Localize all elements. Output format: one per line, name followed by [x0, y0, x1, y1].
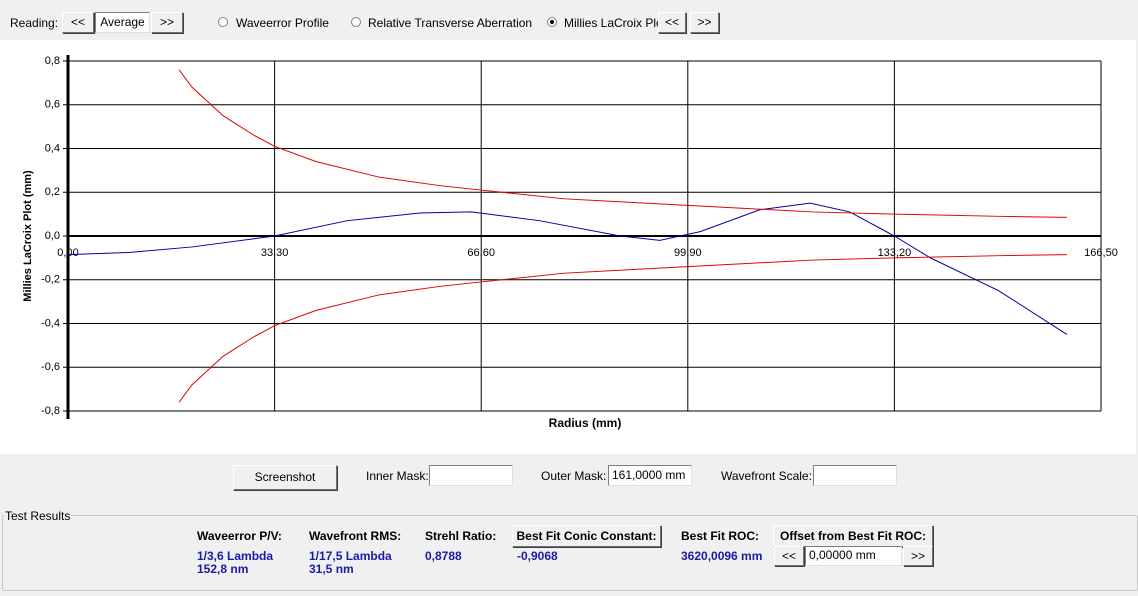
y-tick-label: 0,0: [45, 230, 60, 242]
result-label: Waveerror P/V:: [197, 529, 282, 543]
prev-button[interactable]: <<: [62, 12, 94, 33]
plot-prev-button[interactable]: <<: [658, 12, 686, 33]
radio-label[interactable]: Relative Transverse Aberration: [368, 16, 533, 30]
reading-mode[interactable]: Average: [95, 12, 150, 33]
result-label: Best Fit ROC:: [681, 529, 759, 543]
y-tick-label: -0,8: [41, 405, 60, 417]
y-tick-label: -0,2: [41, 274, 60, 286]
screenshot-button[interactable]: Screenshot: [233, 465, 337, 490]
result-label: Strehl Ratio:: [425, 529, 497, 543]
reading-label: Reading:: [10, 16, 59, 30]
next-button[interactable]: >>: [151, 12, 183, 33]
radio-button[interactable]: [547, 17, 557, 27]
offset-button[interactable]: Offset from Best Fit ROC:: [773, 525, 933, 547]
y-axis-label: Millies LaCroix Plot (mm): [22, 170, 34, 302]
x-axis-label: Radius (mm): [549, 416, 622, 430]
y-tick-label: 0,8: [45, 55, 60, 67]
y-tick-label: -0,6: [41, 361, 60, 373]
group-title: Test Results: [4, 509, 72, 523]
result-value: 152,8 nm: [197, 562, 249, 576]
inner-mask-label: Inner Mask:: [366, 469, 429, 483]
offset-prev-button[interactable]: <<: [774, 546, 804, 566]
y-tick-label: 0,2: [45, 186, 60, 198]
result-label: Wavefront RMS:: [309, 529, 402, 543]
series-line: [178, 69, 1067, 218]
result-value: 31,5 nm: [309, 562, 354, 576]
outer-mask-label: Outer Mask:: [541, 469, 607, 483]
result-value: 1/3,6 Lambda: [197, 549, 274, 563]
wavefront-scale-input[interactable]: [813, 465, 897, 486]
plot-next-button[interactable]: >>: [690, 12, 719, 33]
radio-label[interactable]: Millies LaCroix Plot: [564, 16, 667, 30]
offset-input[interactable]: 0,00000 mm: [805, 546, 902, 566]
wavefront-scale-label: Wavefront Scale:: [721, 469, 812, 483]
result-value: 3620,0096 mm: [681, 549, 763, 563]
radio-label[interactable]: Waveerror Profile: [236, 16, 329, 30]
result-value: 1/17,5 Lambda: [309, 549, 392, 563]
radio-button[interactable]: [351, 17, 361, 27]
result-value: 0,8788: [425, 549, 462, 563]
radio-button[interactable]: [218, 17, 228, 27]
y-tick-label: 0,4: [45, 142, 60, 154]
offset-next-button[interactable]: >>: [903, 546, 933, 566]
y-tick-label: 0,6: [45, 99, 60, 111]
chart: Millies LaCroix Plot (mm) Radius (mm) 0,…: [0, 40, 1136, 454]
radio-dot: [550, 20, 554, 24]
series-line: [178, 254, 1067, 403]
y-tick-label: -0,4: [41, 317, 60, 329]
conic-button[interactable]: Best Fit Conic Constant:: [512, 525, 661, 547]
outer-mask-input[interactable]: 161,0000 mm: [608, 465, 692, 486]
inner-mask-input[interactable]: [429, 465, 513, 486]
series-line: [67, 202, 1068, 335]
result-value: -0,9068: [517, 549, 558, 563]
